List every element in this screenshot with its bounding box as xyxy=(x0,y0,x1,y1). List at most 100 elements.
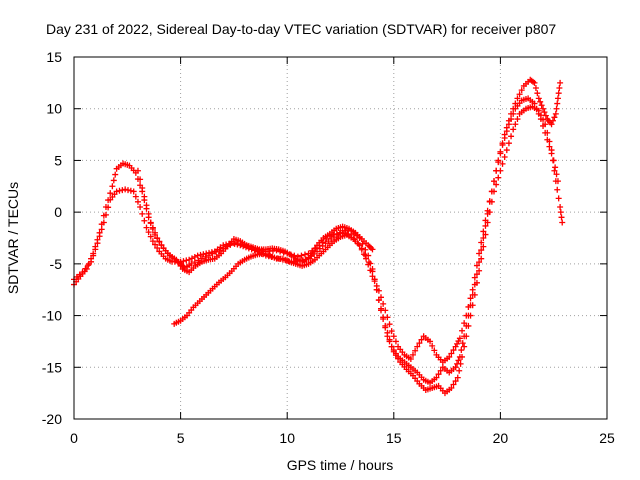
data-point xyxy=(537,98,544,105)
data-point xyxy=(508,110,515,117)
data-point xyxy=(132,193,139,200)
data-point xyxy=(555,195,562,202)
data-point xyxy=(437,367,444,374)
data-point xyxy=(456,367,463,374)
data-point xyxy=(371,278,378,285)
data-point xyxy=(96,233,103,240)
data-point xyxy=(482,231,489,238)
data-point xyxy=(508,133,515,140)
data-point xyxy=(203,250,210,257)
data-point xyxy=(518,87,525,94)
data-point xyxy=(476,250,483,257)
data-point xyxy=(548,147,555,154)
data-point xyxy=(92,246,99,253)
data-point xyxy=(431,347,438,354)
data-point xyxy=(412,347,419,354)
data-point xyxy=(380,316,387,323)
x-tick-label: 0 xyxy=(70,430,78,446)
data-point xyxy=(363,255,370,262)
y-axis: -20 -15 -10 -5 0 5 10 15 xyxy=(42,49,607,427)
data-point xyxy=(234,241,241,248)
data-point xyxy=(156,238,163,245)
x-axis: 0 5 10 15 20 25 xyxy=(70,57,615,446)
data-point xyxy=(456,335,463,342)
data-point xyxy=(450,347,457,354)
data-point xyxy=(298,252,305,259)
data-point xyxy=(358,246,365,253)
data-point xyxy=(512,121,519,128)
data-point xyxy=(102,211,109,218)
data-point xyxy=(448,350,455,357)
y-tick-label: -20 xyxy=(42,411,62,427)
data-point xyxy=(369,273,376,280)
x-axis-label: GPS time / hours xyxy=(287,457,394,473)
data-point xyxy=(478,255,485,262)
data-point xyxy=(107,190,114,197)
data-point xyxy=(85,262,92,269)
data-point xyxy=(450,381,457,388)
data-point xyxy=(125,187,132,194)
data-point xyxy=(94,240,101,247)
y-tick-label: 0 xyxy=(54,204,62,220)
data-point xyxy=(98,226,105,233)
data-point xyxy=(480,243,487,250)
data-point xyxy=(542,112,549,119)
data-point xyxy=(384,333,391,340)
data-point xyxy=(365,261,372,268)
data-point xyxy=(137,203,144,210)
data-point xyxy=(557,209,564,216)
data-point xyxy=(141,217,148,224)
data-point xyxy=(559,219,566,226)
data-point xyxy=(544,129,551,136)
data-point xyxy=(471,274,478,281)
x-tick-label: 25 xyxy=(599,430,615,446)
data-point xyxy=(388,343,395,350)
data-point xyxy=(154,244,161,251)
data-point xyxy=(197,251,204,258)
grid xyxy=(74,57,607,419)
data-point xyxy=(473,279,480,286)
data-point xyxy=(390,348,397,355)
data-point xyxy=(488,188,495,195)
data-point xyxy=(532,85,539,92)
data-point xyxy=(390,333,397,340)
data-point xyxy=(541,109,548,116)
data-point xyxy=(418,336,425,343)
data-point xyxy=(480,235,487,241)
series-track-c xyxy=(171,76,564,366)
data-point xyxy=(407,356,414,363)
data-point xyxy=(480,228,487,235)
data-point xyxy=(109,183,116,190)
data-point xyxy=(548,121,555,128)
data-point xyxy=(173,256,180,263)
data-point xyxy=(154,235,161,241)
data-point xyxy=(552,110,559,117)
y-tick-label: -5 xyxy=(50,256,63,272)
data-point xyxy=(512,100,519,107)
data-point xyxy=(557,203,564,210)
data-point xyxy=(386,338,393,345)
data-point xyxy=(143,202,150,209)
data-point xyxy=(542,121,549,128)
data-point xyxy=(141,193,148,200)
data-point xyxy=(516,91,523,98)
data-point xyxy=(429,342,436,349)
data-point xyxy=(459,353,466,360)
data-point xyxy=(116,187,123,194)
data-point xyxy=(549,117,556,124)
data-point xyxy=(208,249,215,256)
data-point xyxy=(538,102,545,109)
data-point xyxy=(467,295,474,302)
data-point xyxy=(558,214,565,221)
data-point xyxy=(501,131,508,138)
data-point xyxy=(433,374,440,381)
data-point xyxy=(79,269,86,276)
data-point xyxy=(414,343,421,350)
data-point xyxy=(493,181,500,188)
data-point xyxy=(149,238,156,245)
data-point xyxy=(552,178,559,185)
y-tick-label: 15 xyxy=(46,49,62,65)
y-tick-label: 10 xyxy=(46,101,62,117)
data-point xyxy=(446,353,453,360)
